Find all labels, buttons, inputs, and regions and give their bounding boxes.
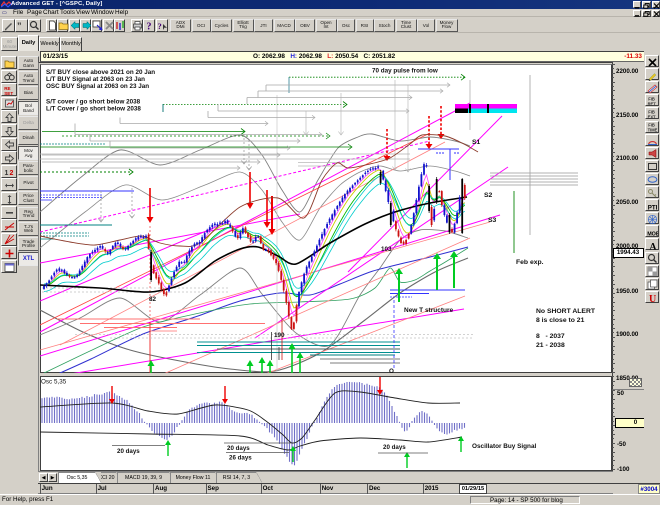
svg-text:2: 2 bbox=[9, 170, 13, 177]
svg-text:PTI: PTI bbox=[647, 204, 657, 211]
svg-text:SET: SET bbox=[4, 91, 13, 96]
svg-text:FIB: FIB bbox=[648, 96, 655, 101]
svg-text:?: ? bbox=[147, 22, 152, 32]
svg-text:”: ” bbox=[17, 21, 22, 31]
svg-text:TIME: TIME bbox=[647, 128, 657, 133]
svg-text:RE: RE bbox=[4, 86, 10, 91]
svg-text:RET: RET bbox=[647, 101, 656, 106]
svg-text:FIB: FIB bbox=[648, 123, 655, 128]
svg-text:?: ? bbox=[157, 21, 161, 31]
svg-text:A: A bbox=[649, 242, 656, 251]
svg-text:U: U bbox=[649, 294, 656, 303]
svg-text:FIB: FIB bbox=[648, 109, 655, 114]
svg-text:EXT: EXT bbox=[647, 114, 655, 119]
svg-text:1: 1 bbox=[4, 170, 8, 177]
svg-text:MOB: MOB bbox=[647, 231, 658, 237]
